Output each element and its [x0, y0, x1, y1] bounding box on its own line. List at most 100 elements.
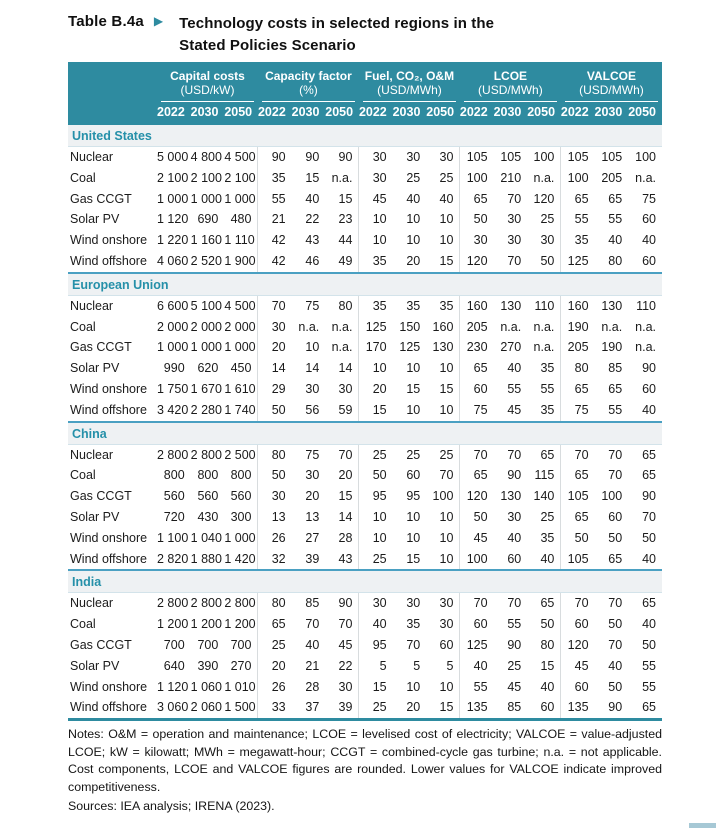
year-header: 2022 [459, 102, 494, 125]
column-group-lcoe: LCOE (USD/MWh) [459, 62, 561, 102]
year-header: 2050 [628, 102, 662, 125]
value-cell: 10 [358, 358, 393, 379]
table-row: Nuclear 5 000 4 800 4 500 90 90 90 30 30 30 105 105… [68, 146, 662, 168]
value-cell: 70 [608, 637, 623, 652]
table-header: Capital costs (USD/kW) Capacity factor (… [68, 62, 662, 125]
value-cell: n.a. [331, 319, 353, 334]
value-cell: 720 [163, 509, 185, 524]
value-cell: 70 [507, 253, 522, 268]
value-cell: 3 060 [157, 700, 189, 715]
value-cell: 1 200 [157, 617, 189, 632]
value-cell: 560 [197, 489, 219, 504]
value-cell: 85 [305, 596, 320, 611]
value-cell: 49 [338, 253, 353, 268]
value-cell: 130 [601, 298, 623, 313]
value-cell: n.a. [533, 340, 555, 355]
region-header-row: United States [68, 125, 662, 147]
value-cell: 15 [338, 489, 353, 504]
value-cell: 90 [608, 700, 623, 715]
value-cell: 10 [406, 212, 421, 227]
value-cell: 1 120 [157, 212, 189, 227]
value-cell: 90 [507, 468, 522, 483]
value-cell: 1 040 [190, 530, 222, 545]
value-cell: 30 [257, 316, 292, 338]
value-cell: 70 [608, 468, 623, 483]
technology-label: Coal [70, 319, 96, 334]
value-cell: 42 [257, 250, 292, 273]
value-cell: 270 [500, 340, 522, 355]
value-cell: 25 [507, 658, 522, 673]
value-cell: 105 [560, 548, 595, 571]
value-cell: 35 [540, 361, 555, 376]
value-cell: 2 800 [157, 596, 189, 611]
table-row: Wind offshore 3 420 2 280 1 740 50 56 59 15 10 10… [68, 399, 662, 422]
table-row: Wind onshore 1 120 1 060 1 010 26 28 30 15 10 10 5… [68, 676, 662, 698]
value-cell: 70 [560, 592, 595, 615]
value-cell: 560 [230, 489, 252, 504]
value-cell: 10 [305, 340, 320, 355]
sources-paragraph: Sources: IEA analysis; IRENA (2023). [68, 799, 275, 813]
technology-label: Solar PV [70, 361, 120, 376]
value-cell: 75 [560, 399, 595, 422]
value-cell: 10 [406, 509, 421, 524]
value-cell: 15 [439, 253, 454, 268]
region-label: India [68, 569, 662, 594]
header-years-row: 2022 2030 2050 2022 2030 2050 2022 2030 … [68, 102, 662, 125]
value-cell: 13 [257, 506, 292, 528]
value-cell: 30 [358, 592, 393, 615]
value-cell: 2 280 [190, 402, 222, 417]
value-cell: 75 [305, 447, 320, 462]
value-cell: 39 [338, 700, 353, 715]
value-cell: 56 [305, 402, 320, 417]
value-cell: 1 010 [224, 679, 256, 694]
year-header: 2050 [224, 102, 258, 125]
value-cell: 40 [608, 658, 623, 673]
value-cell: 135 [459, 697, 494, 719]
value-cell: 110 [534, 298, 555, 313]
value-cell: 620 [197, 361, 219, 376]
value-cell: 70 [608, 596, 623, 611]
technology-label: Wind offshore [70, 700, 147, 715]
value-cell: 2 000 [157, 319, 189, 334]
value-cell: 14 [257, 358, 292, 379]
value-cell: n.a. [533, 170, 555, 185]
value-cell: 690 [197, 212, 219, 227]
value-cell: 100 [432, 489, 454, 504]
table-row: Coal 1 200 1 200 1 200 65 70 70 40 35 30 60 55 50 60 5… [68, 614, 662, 635]
technology-label: Wind onshore [70, 381, 148, 396]
technology-label: Wind offshore [70, 402, 147, 417]
value-cell: 25 [439, 170, 454, 185]
value-cell: 640 [163, 658, 185, 673]
value-cell: 10 [406, 530, 421, 545]
value-cell: 55 [507, 617, 522, 632]
table-row: Wind onshore 1 100 1 040 1 000 26 27 28 10 10 10 4… [68, 527, 662, 549]
value-cell: 65 [642, 447, 656, 462]
value-cell: 65 [560, 188, 595, 210]
value-cell: 1 750 [157, 381, 189, 396]
value-cell: 190 [560, 316, 595, 338]
value-cell: 55 [642, 679, 656, 694]
value-cell: 70 [338, 447, 353, 462]
year-header: 2022 [257, 102, 292, 125]
value-cell: 65 [459, 188, 494, 210]
value-cell: 105 [560, 486, 595, 507]
technology-label: Nuclear [70, 596, 114, 611]
value-cell: 50 [560, 527, 595, 549]
header-underline [463, 101, 557, 102]
value-cell: 10 [439, 509, 454, 524]
region-header-row: India [68, 569, 662, 594]
column-group-label: Fuel, CO₂, O&M [364, 69, 455, 83]
value-cell: 21 [305, 658, 320, 673]
value-cell: 205 [560, 337, 595, 359]
table-row: Coal 2 100 2 100 2 100 35 15 n.a. 30 25 25 100 210 n… [68, 167, 662, 189]
region-header-row: European Union [68, 271, 662, 296]
year-header: 2050 [325, 102, 359, 125]
value-cell: 80 [257, 592, 292, 615]
value-cell: 25 [406, 447, 421, 462]
value-cell: 43 [305, 233, 320, 248]
value-cell: 23 [338, 212, 353, 227]
value-cell: 2 100 [190, 170, 222, 185]
value-cell: 80 [608, 253, 623, 268]
value-cell: 160 [459, 295, 494, 317]
table-row: Coal 800 800 800 50 30 20 50 60 70 65 90 115 65 70 65 [68, 465, 662, 487]
